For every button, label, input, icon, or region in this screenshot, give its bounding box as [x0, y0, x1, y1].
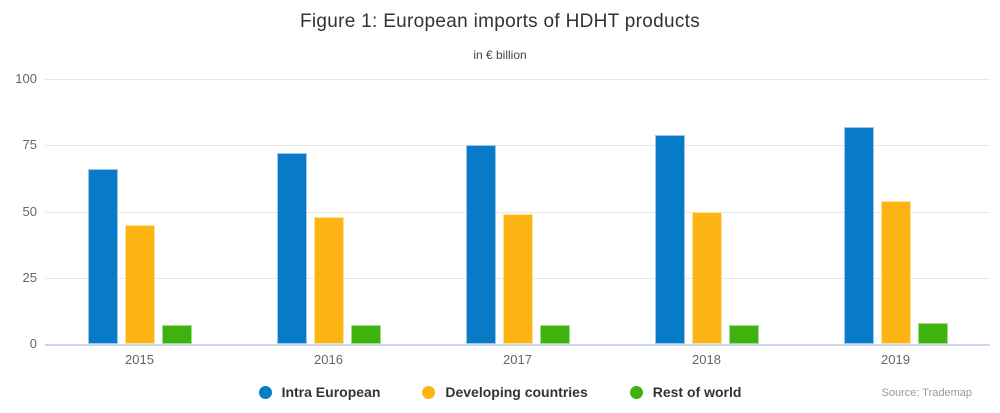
legend-label: Developing countries [445, 384, 588, 400]
bar-developing-countries-2019[interactable] [880, 200, 911, 344]
y-axis-tick-100: 100 [15, 71, 37, 86]
x-axis-tick-2015: 2015 [125, 352, 154, 367]
x-axis-tick-2016: 2016 [314, 352, 343, 367]
legend-label: Intra European [281, 384, 381, 400]
y-axis-tick-25: 25 [22, 269, 37, 285]
gridline-50 [45, 211, 990, 213]
legend-label: Rest of world [652, 384, 742, 400]
legend: Intra European Developing countries Rest o… [0, 384, 1000, 400]
bar-intra-european-2018[interactable] [654, 134, 685, 344]
y-axis-tick-0: 0 [29, 336, 37, 351]
bar-rest-of-world-2019[interactable] [917, 322, 948, 344]
bar-developing-countries-2017[interactable] [502, 214, 533, 344]
plot-area: 0 25 50 75 100 [15, 71, 990, 351]
x-axis-tick-2019: 2019 [881, 352, 910, 367]
bar-intra-european-2019[interactable] [843, 126, 874, 344]
bar-rest-of-world-2016[interactable] [350, 325, 381, 344]
bar-group-2019 [801, 79, 990, 344]
gridline-75 [45, 145, 990, 147]
chart-subtitle: in € billion [473, 48, 527, 62]
bar-intra-european-2015[interactable] [87, 169, 118, 344]
gridline-100 [45, 79, 990, 80]
bar-intra-european-2017[interactable] [465, 145, 496, 344]
x-axis-tick-2017: 2017 [503, 352, 532, 367]
legend-marker-icon [258, 385, 272, 399]
bar-developing-countries-2018[interactable] [691, 211, 722, 344]
legend-marker-icon [629, 385, 643, 399]
bar-group-2018 [612, 79, 801, 344]
source-note: Source: Trademap [881, 387, 973, 399]
chart-title: Figure 1: European imports of HDHT produ… [299, 11, 701, 32]
bar-intra-european-2016[interactable] [276, 153, 307, 344]
bar-group-2017 [423, 79, 612, 344]
x-axis-tick-2018: 2018 [692, 352, 721, 367]
bar-rest-of-world-2018[interactable] [728, 325, 759, 344]
y-axis-tick-50: 50 [22, 203, 37, 219]
bar-developing-countries-2016[interactable] [313, 216, 344, 344]
bar-group-2016 [234, 79, 423, 344]
bar-rest-of-world-2015[interactable] [161, 325, 192, 344]
x-axis-line [45, 344, 990, 346]
legend-item-developing-countries[interactable]: Developing countries [422, 384, 588, 400]
bar-group-2015 [45, 79, 234, 344]
legend-marker-icon [422, 385, 436, 399]
bar-developing-countries-2015[interactable] [124, 224, 155, 344]
legend-item-rest-of-world[interactable]: Rest of world [629, 384, 742, 400]
bar-rest-of-world-2017[interactable] [539, 325, 570, 344]
y-axis-tick-75: 75 [22, 137, 37, 153]
legend-item-intra-european[interactable]: Intra European [258, 384, 381, 400]
